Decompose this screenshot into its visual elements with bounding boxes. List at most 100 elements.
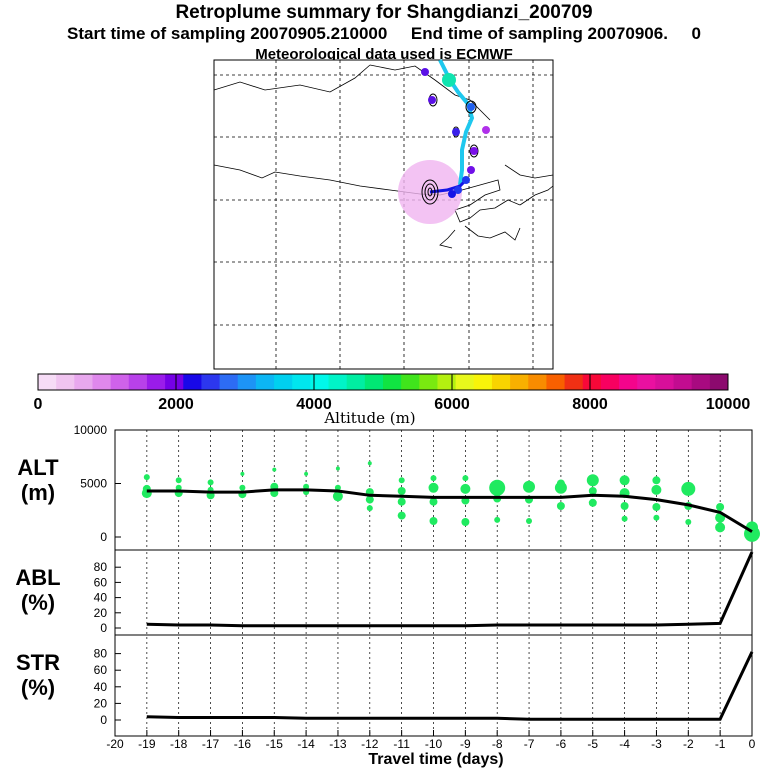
alt-scatter-point [685,519,692,525]
str-panel: 80 60 40 20 0 [94,637,754,736]
x-tick-label: -5 [587,737,598,751]
alt-scatter-point [652,476,661,485]
colorbar-tick-label: 10000 [706,396,751,413]
alt-scatter-point [715,522,726,533]
alt-series-line [146,488,753,533]
colorbar-tick-label: 4000 [296,396,332,413]
x-tick-label: -9 [460,737,471,751]
colorbar-swatch [274,374,293,390]
met-data-note: Meteorological data used is ECMWF [255,46,513,63]
colorbar-tick-label: 2000 [158,396,194,413]
y-tick-label: 80 [94,647,108,661]
x-tick-label: -14 [297,737,315,751]
abl-label: ABL [15,565,60,590]
alt-scatter-point [429,497,438,506]
colorbar-swatch [201,374,221,390]
colorbar-swatch [401,374,420,390]
colorbar-swatch [546,374,566,390]
alt-scatter-point [653,514,660,521]
str-label: STR [16,650,60,675]
alt-panel: 10000 5000 0 [74,423,760,550]
colorbar-swatch [38,374,57,390]
alt-scatter-point [272,467,277,472]
alt-scatter-point [461,518,470,526]
colorbar-swatch [691,374,711,390]
colorbar-swatch [219,374,239,390]
y-tick-label: 40 [94,680,108,694]
alt-scatter-point [588,498,597,507]
colorbar-swatch [310,374,330,390]
alt-scatter-point [428,482,439,493]
colorbar-swatch [709,374,729,390]
colorbar-swatch [564,374,584,390]
alt-scatter-point [304,471,309,476]
colorbar-swatch [437,374,457,390]
colorbar-tick-label: 0 [34,396,43,413]
str-series-line [146,651,754,721]
alt-scatter-point [429,517,438,525]
alt-scatter-point [207,479,214,486]
alt-scatter-point [175,484,182,491]
colorbar-swatch [419,374,438,390]
y-tick-label: 20 [94,696,108,710]
alt-label: ALT [17,455,59,480]
alt-scatter-point [398,477,405,484]
y-tick-label: 10000 [74,423,108,437]
alt-scatter-point [143,474,150,481]
alt-scatter-point [430,475,437,482]
trajectory-point [467,166,475,174]
x-tick-label: -1 [715,737,726,751]
x-tick-label: -17 [202,737,220,751]
alt-scatter-point [365,495,374,504]
alt-scatter-point [681,481,696,496]
alt-scatter-point [586,474,599,487]
alt-scatter-point [556,502,565,510]
trajectory-markers [421,68,490,198]
colorbar-swatch [56,374,75,390]
alt-scatter-point [489,479,506,496]
x-tick-label: -12 [361,737,379,751]
colorbar-swatch [237,374,257,390]
alt-scatter-point [588,487,597,495]
y-tick-label: 20 [94,606,108,620]
alt-scatter-point [462,475,469,482]
colorbar-swatch [74,374,93,390]
trajectory-point [470,147,478,155]
colorbar-swatch [346,374,366,390]
alt-scatter-point [652,503,661,511]
colorbar: 0 2000 4000 6000 8000 10000 Altitude (m) [34,373,751,427]
alt-scatter-point [239,484,246,491]
alt-unit: (m) [21,480,55,505]
alt-scatter-point [303,483,310,490]
sampling-times: Start time of sampling 20070905.210000 E… [66,24,701,43]
colorbar-swatch [364,374,384,390]
alt-scatter-point [619,475,630,486]
x-axis: -20 -19 -18 -17 -16 -15 -14 -13 -12 -11 -10 -9 -8 -7-… [106,730,756,751]
trajectory-point [462,176,470,184]
coastlines [213,64,554,249]
trajectory-point [482,126,490,134]
alt-scatter-point [397,511,406,520]
colorbar-swatch [328,374,348,390]
x-tick-label: 0 [749,737,756,751]
str-unit: (%) [21,675,55,700]
chart-title: Retroplume summary for Shangdianzi_20070… [175,2,593,23]
colorbar-swatch [582,374,602,390]
alt-scatter-point [175,477,182,484]
colorbar-tick-label: 8000 [572,396,608,413]
x-tick-label: -7 [524,737,535,751]
colorbar-label: Altitude (m) [323,409,415,427]
y-tick-label: 60 [94,663,108,677]
alt-scatter-point [556,479,565,488]
y-tick-label: 0 [100,621,107,635]
x-tick-label: -19 [138,737,156,751]
abl-series-line [146,551,754,628]
y-tick-label: 80 [94,560,108,574]
x-tick-label: -15 [266,737,284,751]
colorbar-swatch [455,374,475,390]
map-panel [213,59,554,370]
trajectory-point [454,186,462,194]
y-tick-label: 40 [94,591,108,605]
